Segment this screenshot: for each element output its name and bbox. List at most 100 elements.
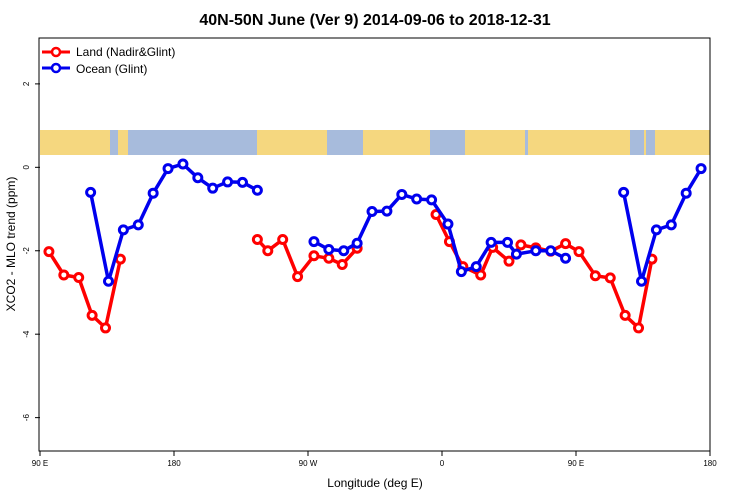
data-point-ocean (323, 244, 335, 256)
x-axis-title: Longitude (deg E) (327, 476, 422, 490)
data-point-ocean (308, 236, 320, 248)
map-land-patch (616, 130, 630, 155)
legend-label-land: Land (Nadir&Glint) (76, 45, 175, 59)
map-land-patch (568, 130, 616, 155)
data-point-ocean (338, 245, 350, 257)
map-land-patch (465, 130, 485, 155)
data-point-land (43, 246, 55, 258)
map-land-patch (370, 130, 382, 155)
map-land-patch (118, 130, 128, 155)
data-point-land (619, 309, 631, 321)
series-line-ocean (313, 192, 567, 274)
data-point-land (277, 233, 289, 245)
data-point-ocean (251, 184, 263, 196)
y-tick-label: -4 (22, 330, 31, 338)
data-point-land (251, 233, 263, 245)
data-point-ocean (530, 245, 542, 257)
data-point-ocean (147, 187, 159, 199)
data-point-land (86, 309, 98, 321)
x-tick-label: 90 W (299, 459, 318, 468)
y-tick-label: -2 (22, 247, 31, 255)
chart-title: 40N-50N June (Ver 9) 2014-09-06 to 2018-… (199, 12, 550, 29)
series-line-land (47, 250, 123, 330)
legend-marker-ocean (50, 62, 62, 74)
legend-marker-land (50, 46, 62, 58)
data-point-land (515, 239, 527, 251)
data-point-ocean (650, 224, 662, 236)
data-point-ocean (192, 172, 204, 184)
data-point-ocean (665, 219, 677, 231)
data-point-ocean (177, 158, 189, 170)
x-tick-label: 90 E (568, 459, 584, 468)
x-tick-label: 0 (440, 459, 445, 468)
data-point-land (292, 271, 304, 283)
map-land-patch (382, 130, 430, 155)
data-point-ocean (455, 266, 467, 278)
map-land-patch (700, 130, 710, 155)
data-point-ocean (485, 236, 497, 248)
data-point-land (308, 250, 320, 262)
map-land-patch (528, 130, 568, 155)
data-point-ocean (162, 163, 174, 175)
legend-label-ocean: Ocean (Glint) (76, 62, 147, 76)
map-land-patch (40, 130, 110, 155)
data-point-ocean (560, 252, 572, 264)
data-point-ocean (85, 186, 97, 198)
data-point-land (589, 270, 601, 282)
data-point-ocean (695, 163, 707, 175)
data-point-land (336, 259, 348, 271)
data-point-ocean (502, 236, 514, 248)
data-point-land (573, 246, 585, 258)
series-line-ocean (621, 167, 703, 283)
data-point-ocean (396, 188, 408, 200)
map-land-patch (644, 130, 646, 155)
data-point-ocean (222, 176, 234, 188)
data-point-land (262, 245, 274, 257)
data-point-ocean (207, 182, 219, 194)
series-line-land (434, 213, 654, 330)
data-point-land (114, 253, 126, 265)
plot-frame (38, 37, 711, 452)
map-land-patch (279, 130, 327, 155)
data-point-ocean (102, 275, 114, 287)
y-axis: 2 0 -2 -4 -6 (22, 81, 40, 421)
y-tick-label: 0 (22, 165, 31, 170)
data-point-ocean (470, 261, 482, 273)
y-tick-label: 2 (22, 81, 31, 86)
map-land (40, 130, 710, 155)
y-axis-title: XCO2 - MLO trend (ppm) (4, 177, 18, 312)
map-land-patch (655, 130, 700, 155)
x-tick-label: 90 E (32, 459, 48, 468)
series-layer (43, 158, 707, 334)
data-point-ocean (545, 245, 557, 257)
data-point-land (503, 255, 515, 267)
map-land-patch (257, 130, 279, 155)
data-point-ocean (132, 219, 144, 231)
data-point-ocean (117, 224, 129, 236)
data-point-land (475, 269, 487, 281)
data-point-land (73, 271, 85, 283)
data-point-ocean (426, 194, 438, 206)
y-tick-label: -6 (22, 414, 31, 422)
series-line-land (256, 237, 359, 279)
map-land-patch (485, 130, 525, 155)
data-point-land (58, 269, 70, 281)
data-point-ocean (510, 248, 522, 260)
data-point-land (604, 272, 616, 284)
map-strip (40, 130, 710, 155)
data-point-land (633, 322, 645, 334)
data-point-ocean (680, 187, 692, 199)
data-point-ocean (618, 186, 630, 198)
x-tick-label: 180 (703, 459, 717, 468)
data-point-land (560, 238, 572, 250)
x-axis: 90 E 180 90 W 0 90 E 180 (32, 451, 717, 468)
data-point-ocean (236, 176, 248, 188)
data-point-land (100, 322, 112, 334)
data-point-ocean (411, 193, 423, 205)
x-tick-label: 180 (167, 459, 181, 468)
data-point-ocean (381, 205, 393, 217)
data-point-ocean (442, 218, 454, 230)
data-point-land (323, 252, 335, 264)
map-land-patch (363, 130, 371, 155)
